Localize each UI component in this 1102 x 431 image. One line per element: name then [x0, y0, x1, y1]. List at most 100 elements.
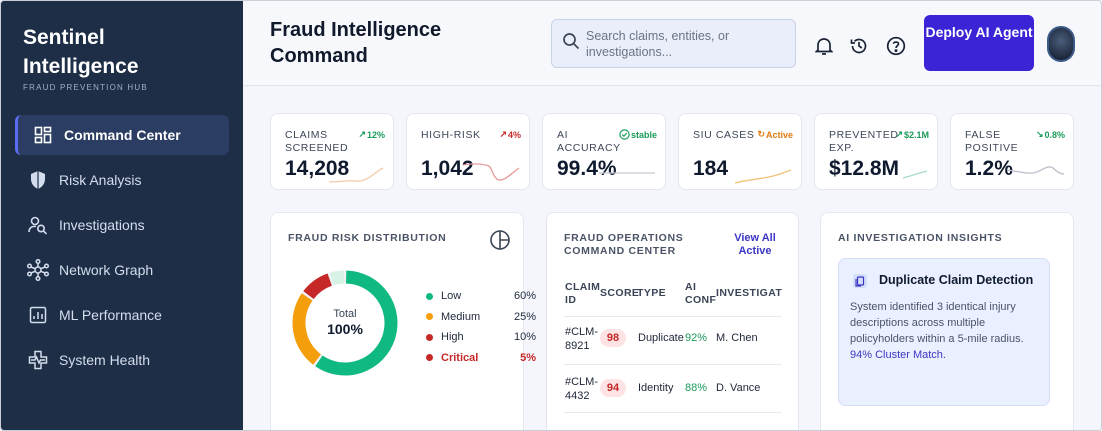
score-badge: 94	[600, 379, 626, 397]
kpi-trend-value: stable	[630, 129, 657, 140]
insight-description: System identified 3 identical injury des…	[850, 299, 1046, 363]
brand-name: Sentinel Intelligence	[23, 26, 139, 78]
risk-legend: Low 60% Medium 25% High 10% Critical 5%	[424, 286, 536, 368]
legend-item-medium: Medium 25%	[424, 307, 536, 328]
sidebar: Sentinel Intelligence FRAUD PREVENTION H…	[1, 1, 243, 430]
ai-confidence: 88%	[685, 382, 708, 394]
kpi-label: AI ACCURACY	[557, 129, 621, 154]
table-row[interactable]: #CLM-8921 98 Duplicate 92% M. Chen	[564, 317, 782, 365]
kpi-sparkline	[1007, 166, 1065, 175]
card-title: FRAUD OPERATIONS COMMAND CENTER	[564, 232, 684, 257]
deploy-ai-agent-button[interactable]: Deploy AI Agent	[924, 15, 1034, 71]
kpi-trend: ↗ 12%	[358, 129, 385, 140]
legend-dot	[426, 313, 433, 321]
sidebar-item-network-graph[interactable]: Network Graph	[15, 250, 229, 290]
kpi-trend: ↗ 4%	[499, 129, 521, 140]
donut-segment-medium[interactable]	[292, 293, 322, 365]
history-icon[interactable]	[848, 35, 870, 57]
legend-value: 5%	[520, 351, 536, 364]
help-icon[interactable]	[885, 35, 907, 57]
sidebar-item-label: Network Graph	[59, 262, 154, 278]
view-all-active-link[interactable]: View All Active	[734, 232, 776, 257]
kpi-value: 184	[693, 157, 729, 180]
insight-match-link[interactable]: 94% Cluster Match.	[850, 349, 946, 361]
kpi-value: 1,042	[421, 157, 474, 180]
sidebar-item-investigations[interactable]: Investigations	[15, 205, 229, 245]
kpi-label: FALSE POSITIVE	[965, 129, 1019, 154]
kpi-row: CLAIMS SCREENED ↗ 12% 14,208 HIGH-RISK ↗ 4…	[270, 113, 1074, 191]
legend-item-critical: Critical 5%	[424, 348, 536, 369]
kpi-sparkline	[463, 163, 520, 181]
kpi-card-false-positive: FALSE POSITIVE ↘ 0.8% 1.2%	[950, 113, 1074, 190]
kpi-label: SIU CASES	[693, 129, 755, 141]
column-header[interactable]: INVESTIGATOR	[716, 287, 782, 299]
kpi-card-siu-cases: SIU CASES ↻ Active 184	[678, 113, 802, 190]
dashboard-icon	[32, 124, 54, 146]
insight-item[interactable]: Duplicate Claim Detection System identif…	[838, 258, 1050, 406]
legend-dot	[426, 292, 433, 300]
sidebar-item-risk-analysis[interactable]: Risk Analysis	[15, 160, 229, 200]
kpi-label: HIGH-RISK	[421, 129, 481, 141]
column-header[interactable]: AI CONF	[685, 281, 717, 306]
donut-segment-critical[interactable]	[330, 270, 345, 286]
legend-value: 25%	[513, 310, 536, 323]
insight-text: System identified 3 identical injury des…	[850, 301, 1024, 345]
column-header[interactable]: TYPE	[637, 287, 667, 299]
search-input[interactable]: Search claims, entities, or investigatio…	[551, 19, 796, 68]
sidebar-nav: Command Center Risk Analysis Investigati…	[15, 115, 229, 385]
search-placeholder: Search claims, entities, or investigatio…	[586, 28, 730, 59]
kpi-trend-value: $2.1M	[903, 129, 929, 140]
kpi-card-claims-screened: CLAIMS SCREENED ↗ 12% 14,208	[270, 113, 394, 190]
search-icon	[562, 32, 580, 55]
page-title: Fraud Intelligence Command	[270, 19, 442, 67]
legend-dot	[426, 354, 433, 362]
score-badge: 98	[600, 329, 626, 347]
claim-type: Identity	[638, 382, 674, 394]
chart-icon	[27, 304, 49, 326]
sidebar-item-command-center[interactable]: Command Center	[15, 115, 229, 155]
legend-value: 10%	[513, 331, 536, 344]
kpi-trend-value: 12%	[366, 129, 385, 140]
donut-segment-low[interactable]	[315, 270, 398, 376]
copy-icon	[853, 274, 867, 288]
column-header[interactable]: CLAIM ID	[565, 281, 601, 306]
kpi-trend: ↻ Active	[757, 129, 793, 140]
check-circle-icon	[619, 129, 630, 140]
card-title: FRAUD RISK DISTRIBUTION	[288, 232, 447, 244]
table-row[interactable]: #CLM-4432 94 Identity 88% D. Vance	[564, 365, 782, 413]
kpi-value: $12.8M	[829, 157, 900, 180]
donut-center-value: 100%	[327, 321, 363, 337]
pie-chart-icon[interactable]	[489, 229, 511, 251]
legend-item-low: Low 60%	[424, 286, 536, 307]
sidebar-item-system-health[interactable]: System Health	[15, 340, 229, 380]
legend-label: High	[441, 331, 464, 344]
trend-up-icon: ↗	[895, 129, 903, 139]
kpi-value: 14,208	[285, 157, 350, 180]
kpi-trend-value: Active	[765, 129, 793, 140]
table-header: CLAIM ID SCORE TYPE AI CONF INVESTIGATOR	[564, 279, 782, 317]
insight-title: Duplicate Claim Detection	[879, 273, 1034, 287]
legend-dot	[426, 333, 433, 341]
kpi-trend: stable	[619, 129, 657, 140]
donut-segment-high[interactable]	[303, 273, 333, 300]
investigator: D. Vance	[716, 382, 761, 394]
avatar[interactable]	[1047, 26, 1075, 62]
trend-up-icon: ↗	[358, 129, 366, 139]
operations-card: FRAUD OPERATIONS COMMAND CENTER View All…	[546, 212, 799, 430]
bell-icon[interactable]	[813, 35, 835, 57]
sidebar-item-ml-performance[interactable]: ML Performance	[15, 295, 229, 335]
kpi-card-prevented-exp: PREVENTED EXP. ↗ $2.1M $12.8M	[814, 113, 938, 190]
kpi-sparkline	[599, 172, 655, 174]
legend-item-high: High 10%	[424, 327, 536, 348]
kpi-trend: ↗ $2.1M	[895, 129, 929, 140]
ai-confidence: 92%	[685, 332, 708, 344]
ai-insights-card: AI INVESTIGATION INSIGHTS Duplicate Clai…	[820, 212, 1074, 430]
health-icon	[27, 349, 49, 371]
column-header[interactable]: SCORE	[600, 287, 640, 299]
kpi-sparkline	[328, 167, 384, 183]
kpi-value: 99.4%	[557, 157, 617, 180]
claim-type: Duplicate	[638, 332, 684, 344]
kpi-label: PREVENTED EXP.	[829, 129, 899, 154]
risk-donut-chart: Total 100%	[292, 270, 398, 376]
